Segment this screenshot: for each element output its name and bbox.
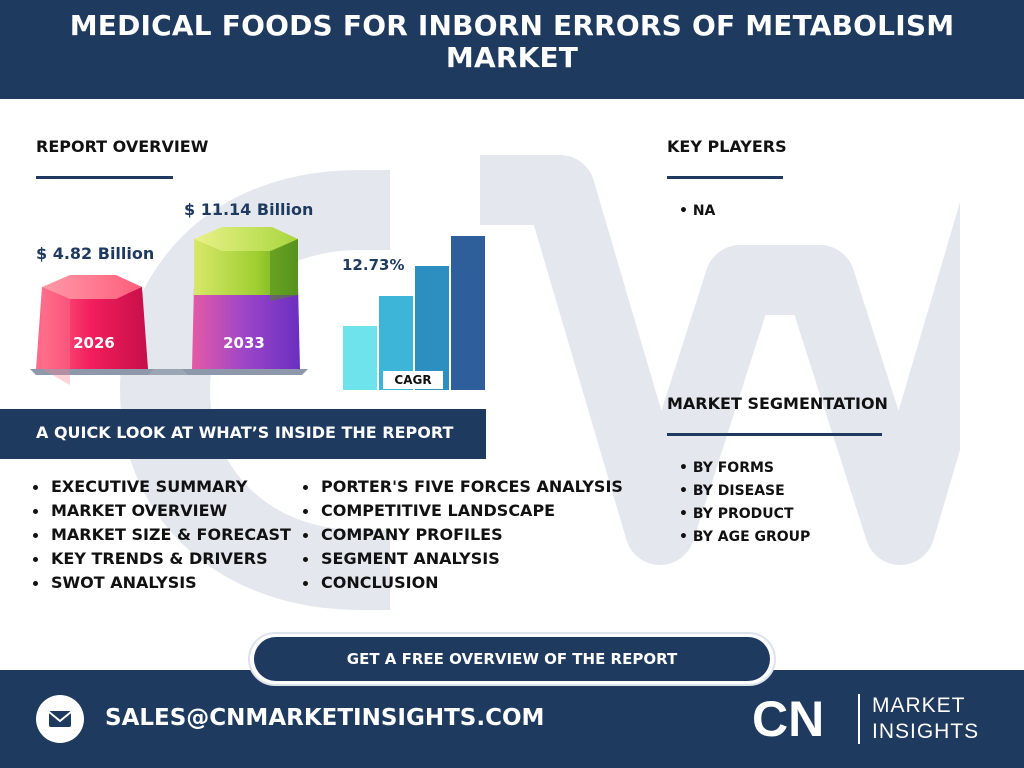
- segment-item: • BY AGE GROUP: [679, 529, 811, 545]
- contents-item: MARKET OVERVIEW: [33, 499, 291, 523]
- company-logo-mark: CN: [752, 691, 824, 746]
- key-players-list: • NA: [679, 200, 715, 223]
- contents-list-right: PORTER'S FIVE FORCES ANALYSIS COMPETITIV…: [303, 475, 623, 595]
- contents-item: EXECUTIVE SUMMARY: [33, 475, 291, 499]
- envelope-icon[interactable]: [36, 695, 84, 743]
- contents-item: COMPETITIVE LANDSCAPE: [303, 499, 623, 523]
- cagr-bar-1: [343, 326, 377, 390]
- market-segmentation-title: MARKET SEGMENTATION: [667, 394, 888, 413]
- contents-item: MARKET SIZE & FORECAST: [33, 523, 291, 547]
- value-2026-label: $ 4.82 Billion: [36, 244, 155, 263]
- contents-item: CONCLUSION: [303, 571, 623, 595]
- hexagon-prisms: [30, 227, 308, 385]
- cagr-label: CAGR: [383, 371, 443, 389]
- market-segmentation-underline: [667, 433, 882, 436]
- value-2033-label: $ 11.14 Billion: [184, 200, 314, 219]
- logo-text-insights: INSIGHTS: [872, 720, 980, 743]
- svg-text:CN: CN: [752, 691, 824, 746]
- cagr-bars: [343, 236, 485, 390]
- contents-item: KEY TRENDS & DRIVERS: [33, 547, 291, 571]
- cagr-bar-3: [415, 266, 449, 390]
- report-overview-underline: [36, 176, 173, 179]
- segment-item: • BY FORMS: [679, 460, 774, 476]
- report-overview-title: REPORT OVERVIEW: [36, 137, 209, 156]
- contents-item: COMPANY PROFILES: [303, 523, 623, 547]
- contact-email[interactable]: SALES@CNMARKETINSIGHTS.COM: [105, 705, 545, 731]
- cagr-bar-4: [451, 236, 485, 390]
- segmentation-list: • BY FORMS • BY DISEASE • BY PRODUCT • B…: [679, 457, 810, 549]
- quick-look-banner: A QUICK LOOK AT WHAT’S INSIDE THE REPORT: [0, 409, 486, 459]
- key-player-item: • NA: [679, 203, 716, 219]
- footer-bar: [0, 670, 1024, 768]
- contents-item: PORTER'S FIVE FORCES ANALYSIS: [303, 475, 623, 499]
- logo-text-market: MARKET: [872, 694, 966, 717]
- segment-item: • BY PRODUCT: [679, 506, 794, 522]
- logo-divider: [858, 694, 860, 744]
- free-overview-button[interactable]: GET A FREE OVERVIEW OF THE REPORT: [254, 637, 770, 681]
- quick-look-title: A QUICK LOOK AT WHAT’S INSIDE THE REPORT: [36, 423, 454, 442]
- cagr-value: 12.73%: [342, 256, 405, 274]
- year-2026-label: 2026: [73, 334, 115, 352]
- key-players-underline: [667, 176, 783, 179]
- segment-item: • BY DISEASE: [679, 483, 785, 499]
- key-players-title: KEY PLAYERS: [667, 137, 787, 156]
- contents-item: SWOT ANALYSIS: [33, 571, 291, 595]
- year-2033-label: 2033: [223, 334, 265, 352]
- contents-list-left: EXECUTIVE SUMMARY MARKET OVERVIEW MARKET…: [33, 475, 291, 595]
- header-banner: MEDICAL FOODS FOR INBORN ERRORS OF METAB…: [0, 0, 1024, 99]
- contents-item: SEGMENT ANALYSIS: [303, 547, 623, 571]
- page-title: MEDICAL FOODS FOR INBORN ERRORS OF METAB…: [69, 9, 955, 74]
